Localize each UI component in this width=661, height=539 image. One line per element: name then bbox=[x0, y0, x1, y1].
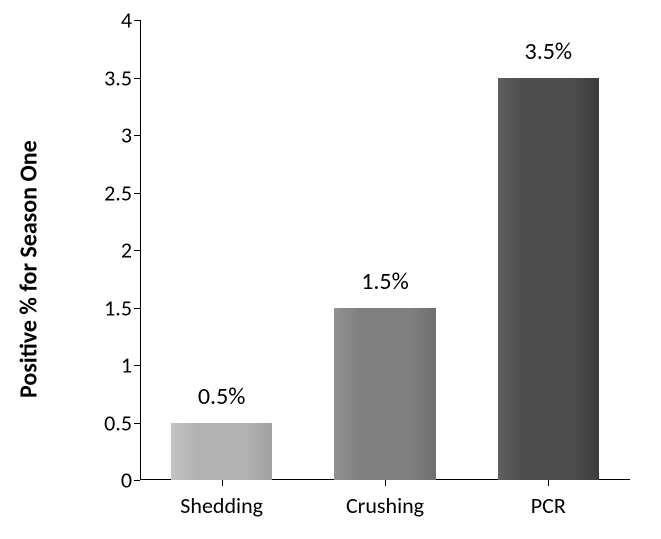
category-labels: Shedding Crushing PCR bbox=[140, 486, 630, 526]
bar-value-label: 0.5% bbox=[198, 382, 246, 411]
bar-chart: Positive % for Season One 0.5% 1.5% 3.5% 0… bbox=[0, 0, 661, 539]
x-tick-label: Crushing bbox=[346, 492, 424, 519]
plot-area: 0.5%1.5%3.5% 00.511.522.533.54 bbox=[140, 20, 630, 480]
y-axis-label: Positive % for Season One bbox=[17, 141, 43, 399]
x-tick-mark bbox=[385, 480, 386, 486]
bar: 1.5% bbox=[334, 308, 435, 481]
bar: 0.5% bbox=[171, 423, 272, 481]
y-tick-mark bbox=[134, 480, 140, 481]
y-tick-mark bbox=[134, 193, 140, 194]
bar: 3.5% bbox=[498, 78, 599, 481]
bar-value-label: 3.5% bbox=[525, 37, 573, 66]
y-tick-mark bbox=[134, 423, 140, 424]
x-tick-mark bbox=[222, 480, 223, 486]
bar-value-label: 1.5% bbox=[361, 267, 409, 296]
x-tick-label: Shedding bbox=[180, 492, 263, 519]
y-tick-mark bbox=[134, 135, 140, 136]
y-axis-label-container: Positive % for Season One bbox=[10, 0, 50, 539]
y-tick-mark bbox=[134, 250, 140, 251]
bars-group: 0.5% 1.5% 3.5% bbox=[140, 20, 630, 480]
y-tick-mark bbox=[134, 308, 140, 309]
y-tick-mark bbox=[134, 20, 140, 21]
x-tick-label: PCR bbox=[531, 492, 566, 519]
x-tick-mark bbox=[548, 480, 549, 486]
y-tick-mark bbox=[134, 78, 140, 79]
y-tick-mark bbox=[134, 365, 140, 366]
